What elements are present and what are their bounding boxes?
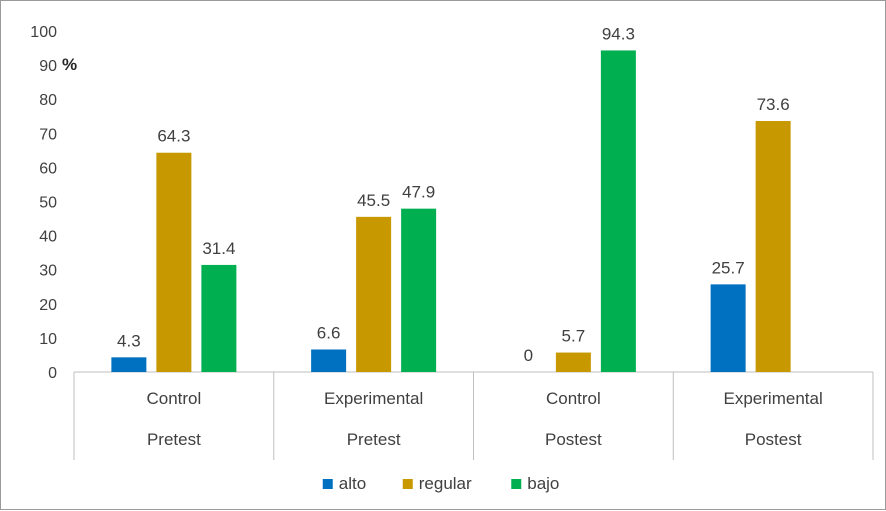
- y-tick-label: 70: [39, 126, 57, 143]
- y-tick-label: 40: [39, 229, 57, 246]
- category-group-label: Postest: [745, 430, 802, 449]
- bar-regular: [356, 216, 392, 372]
- data-label: 25.7: [712, 258, 745, 277]
- legend-label-alto: alto: [339, 474, 366, 493]
- y-tick-label: 90: [39, 58, 57, 75]
- y-tick-label: 20: [39, 297, 57, 314]
- legend-swatch-alto: [322, 479, 333, 489]
- category-group-label: Pretest: [147, 430, 201, 449]
- bar-regular: [156, 152, 192, 372]
- data-label: 6.6: [317, 323, 341, 342]
- category-label: Control: [146, 389, 201, 408]
- data-label: 73.6: [757, 95, 790, 114]
- y-tick-label: 50: [39, 195, 57, 212]
- bar-regular: [555, 352, 591, 372]
- y-unit-label: %: [62, 55, 77, 74]
- chart-data-labels: 4.3 6.6 0 25.7 64.3 45.5 5.7 73.6 31.4 47.9 94.3: [117, 24, 790, 365]
- legend-label-bajo: bajo: [527, 474, 559, 493]
- y-tick-label: 80: [39, 92, 57, 109]
- category-group-label: Postest: [545, 430, 602, 449]
- data-label: 4.3: [117, 331, 141, 350]
- y-tick-label: 30: [39, 263, 57, 280]
- legend-label-regular: regular: [419, 474, 472, 493]
- chart-bars: [111, 50, 791, 372]
- bar-alto: [710, 284, 746, 372]
- bar-bajo: [201, 264, 237, 372]
- category-group-label: Pretest: [347, 430, 401, 449]
- bar-alto: [111, 357, 147, 372]
- y-tick-label: 10: [39, 331, 57, 348]
- category-label: Experimental: [324, 389, 423, 408]
- data-label: 94.3: [602, 24, 635, 43]
- data-label: 47.9: [402, 183, 435, 202]
- y-tick-label: 0: [48, 365, 57, 382]
- legend-swatch-regular: [402, 479, 413, 489]
- bar-alto: [311, 349, 347, 372]
- data-label: 0: [524, 346, 533, 365]
- category-label: Experimental: [724, 389, 823, 408]
- category-label: Control: [546, 389, 601, 408]
- bar-bajo: [600, 50, 636, 372]
- y-tick-label: 60: [39, 160, 57, 177]
- bar-bajo: [401, 208, 437, 372]
- legend-swatch-bajo: [511, 479, 522, 489]
- data-label: 64.3: [157, 127, 190, 146]
- bar-regular: [755, 121, 791, 372]
- chart-axes: 0 10 20 30 40 50 60 70 80 90 100% Control Pretest Exp…: [30, 24, 874, 460]
- data-label: 45.5: [357, 191, 390, 210]
- data-label: 31.4: [202, 239, 235, 258]
- y-tick-label: 100: [30, 24, 57, 41]
- data-label: 5.7: [562, 327, 586, 346]
- chart-legend: alto regular bajo: [322, 474, 559, 493]
